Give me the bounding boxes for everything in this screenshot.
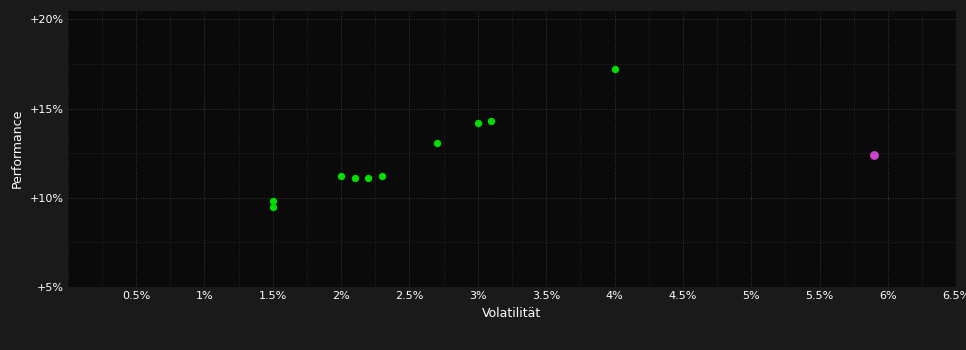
Point — [607, 66, 622, 72]
Point — [333, 174, 349, 179]
Y-axis label: Performance: Performance — [11, 109, 24, 188]
Point — [867, 152, 882, 158]
Point — [484, 118, 499, 124]
Point — [265, 198, 280, 204]
Point — [347, 175, 362, 181]
Point — [470, 120, 486, 126]
Point — [429, 140, 444, 145]
X-axis label: Volatilität: Volatilität — [482, 307, 542, 320]
Point — [265, 204, 280, 210]
Point — [360, 175, 376, 181]
Point — [375, 174, 390, 179]
